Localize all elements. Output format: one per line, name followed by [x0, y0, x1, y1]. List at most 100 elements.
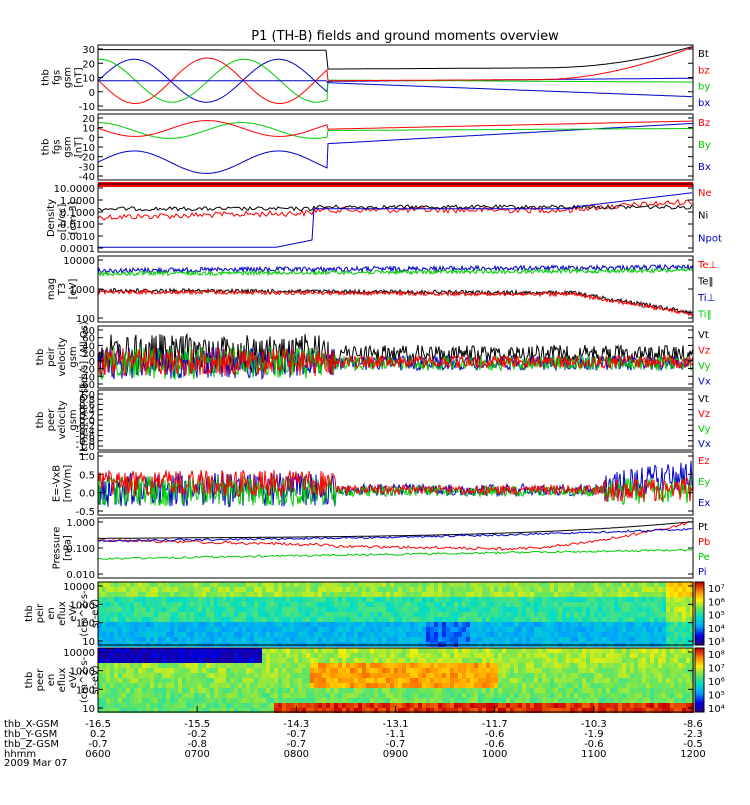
- y-axis-label: thb: [35, 412, 46, 429]
- spec-espec-cell: [114, 658, 118, 663]
- spec-espec-cell: [438, 703, 442, 708]
- spec-espec-cell: [450, 658, 454, 663]
- spec-ispec-cell: [442, 637, 446, 642]
- spec-espec-cell: [670, 683, 674, 688]
- spec-ispec-cell: [574, 607, 578, 612]
- spec-espec-cell: [378, 653, 382, 658]
- spec-ispec-cell: [382, 607, 386, 612]
- spec-espec-cell: [478, 668, 482, 673]
- spec-ispec-cell: [594, 627, 598, 632]
- spec-ispec-cell: [542, 622, 546, 627]
- spec-ispec-cell: [114, 632, 118, 637]
- spec-ispec-cell: [438, 592, 442, 597]
- spec-espec-cell: [626, 663, 630, 668]
- spec-ispec-cell: [682, 612, 686, 617]
- spec-espec-cell: [498, 673, 502, 678]
- spec-ispec-cell: [310, 637, 314, 642]
- spec-ispec-cell: [230, 607, 234, 612]
- spec-ispec-cell: [458, 617, 462, 622]
- spec-ispec-cell: [102, 587, 106, 592]
- spec-espec-cell: [322, 698, 326, 703]
- spec-ispec-cell: [402, 622, 406, 627]
- spec-espec-cell: [666, 663, 670, 668]
- spec-espec-cell: [554, 688, 558, 693]
- spec-espec-cell: [526, 678, 530, 683]
- spec-ispec-cell: [342, 587, 346, 592]
- spec-ispec-cell: [350, 592, 354, 597]
- spec-ispec-cell: [402, 587, 406, 592]
- y-axis-label: fgs: [52, 139, 63, 154]
- spec-espec-cell: [390, 708, 394, 713]
- spec-ispec-cell: [586, 632, 590, 637]
- spec-ispec-cell: [254, 637, 258, 642]
- spec-ispec-cell: [366, 612, 370, 617]
- spec-espec-cell: [138, 703, 142, 708]
- spec-espec-cell: [178, 673, 182, 678]
- spec-ispec-cell: [606, 612, 610, 617]
- spec-espec-cell: [222, 668, 226, 673]
- spec-espec-cell: [282, 648, 286, 653]
- spec-espec-cell: [198, 683, 202, 688]
- spec-ispec-cell: [526, 582, 530, 587]
- spec-espec-cell: [246, 648, 250, 653]
- spec-espec-cell: [530, 678, 534, 683]
- spec-ispec-cell: [322, 587, 326, 592]
- spec-espec-cell: [198, 668, 202, 673]
- spec-espec-cell: [418, 658, 422, 663]
- spec-espec-cell: [282, 693, 286, 698]
- spec-espec-cell: [218, 663, 222, 668]
- spec-espec-cell: [150, 703, 154, 708]
- spec-espec-cell: [430, 673, 434, 678]
- spec-ispec-cell: [582, 622, 586, 627]
- spec-ispec-cell: [258, 587, 262, 592]
- spec-espec-cell: [278, 698, 282, 703]
- spec-ispec-cell: [178, 602, 182, 607]
- spec-espec-cell: [618, 703, 622, 708]
- spec-espec-cell: [118, 668, 122, 673]
- y-tick-label: 0.5: [79, 470, 95, 481]
- spec-espec-cell: [450, 678, 454, 683]
- y-tick-label: -40: [79, 372, 95, 383]
- spec-espec-cell: [462, 688, 466, 693]
- ez-line: [97, 469, 694, 503]
- spec-ispec-cell: [526, 602, 530, 607]
- spec-espec-cell: [222, 663, 226, 668]
- x-row-value: -0.7: [386, 739, 406, 750]
- spec-ispec-cell: [594, 637, 598, 642]
- spec-espec-cell: [266, 688, 270, 693]
- spec-espec-cell: [174, 648, 178, 653]
- spec-ispec-cell: [322, 592, 326, 597]
- spec-espec-cell: [106, 703, 110, 708]
- spec-espec-cell: [354, 668, 358, 673]
- spec-ispec-cell: [382, 617, 386, 622]
- spec-espec-cell: [194, 668, 198, 673]
- spec-espec-cell: [514, 653, 518, 658]
- spec-ispec-cell: [386, 607, 390, 612]
- spec-ispec-cell: [258, 632, 262, 637]
- spec-ispec-cell: [186, 612, 190, 617]
- colorbar-cell: [695, 601, 704, 602]
- spec-ispec-cell: [138, 602, 142, 607]
- spec-ispec-cell: [566, 597, 570, 602]
- spec-espec-cell: [550, 678, 554, 683]
- spec-espec-cell: [614, 668, 618, 673]
- spec-ispec-cell: [646, 582, 650, 587]
- spec-ispec-cell: [370, 617, 374, 622]
- spec-espec-cell: [510, 648, 514, 653]
- spec-ispec-cell: [642, 612, 646, 617]
- spec-ispec-cell: [226, 627, 230, 632]
- spec-ispec-cell: [414, 617, 418, 622]
- spec-ispec-cell: [654, 582, 658, 587]
- spec-ispec-cell: [626, 632, 630, 637]
- spec-espec-cell: [290, 653, 294, 658]
- spec-ispec-cell: [662, 602, 666, 607]
- spec-espec-cell: [662, 708, 666, 713]
- spec-espec-cell: [678, 678, 682, 683]
- spec-ispec-cell: [310, 632, 314, 637]
- colorbar-label: 10⁷: [708, 584, 725, 595]
- bz-line: [97, 46, 694, 104]
- spec-ispec-cell: [478, 592, 482, 597]
- spec-ispec-cell: [306, 617, 310, 622]
- spec-espec-cell: [126, 673, 130, 678]
